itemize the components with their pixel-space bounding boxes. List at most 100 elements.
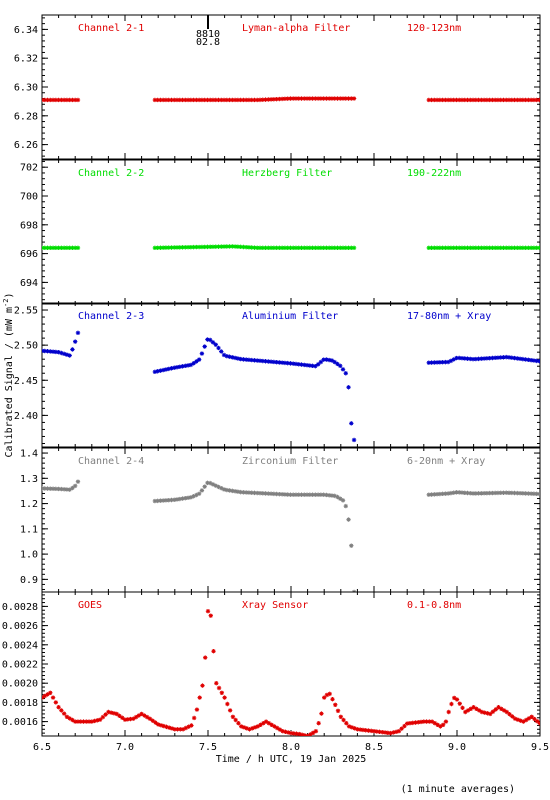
data-point — [326, 96, 332, 101]
data-point — [487, 245, 492, 251]
data-point — [48, 349, 53, 354]
data-point — [274, 245, 279, 251]
data-point — [291, 361, 296, 366]
panel-4: 0.9 1.0 1.1 1.2 1.3 1.4 Channel 2-4 Zirconium F… — [20, 447, 541, 593]
data-point — [216, 97, 221, 103]
data-point — [70, 245, 75, 251]
data-point — [443, 245, 448, 251]
data-point — [366, 728, 371, 733]
data-point — [490, 355, 495, 361]
data-point — [330, 697, 335, 702]
data-point — [380, 729, 385, 735]
data-point — [188, 244, 194, 250]
data-point — [163, 245, 169, 250]
data-point — [463, 709, 468, 715]
data-point — [340, 245, 346, 251]
data-point — [481, 97, 487, 103]
data-point — [61, 487, 67, 492]
data-point — [243, 490, 249, 495]
data-point — [70, 485, 75, 491]
data-point — [526, 716, 532, 721]
data-point — [485, 711, 490, 716]
data-point — [310, 245, 315, 251]
data-point — [230, 244, 235, 249]
data-point — [120, 715, 125, 720]
data-point — [208, 480, 213, 486]
data-point — [152, 498, 158, 504]
data-point — [327, 691, 332, 697]
data-point — [434, 360, 440, 365]
data-point — [329, 245, 335, 251]
data-point — [332, 359, 337, 365]
data-point — [142, 713, 147, 718]
data-point — [59, 486, 64, 492]
data-point — [48, 245, 53, 251]
data-point — [208, 97, 213, 103]
data-point — [448, 245, 454, 251]
data-point — [153, 720, 158, 725]
data-point — [177, 496, 182, 502]
data-point — [61, 351, 67, 357]
data-point — [459, 97, 465, 103]
data-point — [75, 97, 81, 103]
data-point — [448, 97, 454, 103]
data-point — [169, 366, 174, 371]
data-point — [476, 356, 481, 362]
data-point — [443, 97, 448, 103]
annotation-bottom-text: 02.8 — [196, 37, 220, 48]
data-point — [42, 245, 47, 251]
data-point — [523, 97, 528, 103]
data-point — [479, 491, 484, 496]
data-point — [191, 715, 197, 721]
data-point — [232, 355, 238, 361]
data-point — [100, 714, 106, 720]
data-point — [56, 97, 61, 103]
data-point — [440, 245, 445, 251]
y-tick-label: 0.0020 — [2, 679, 38, 690]
data-point — [501, 490, 506, 495]
y-tick-label: 6.28 — [14, 111, 38, 122]
data-point — [429, 245, 434, 251]
data-point — [324, 692, 330, 698]
data-point — [210, 244, 216, 249]
data-point — [335, 708, 341, 713]
data-point — [243, 244, 249, 250]
y-tick-label: 0.0026 — [2, 621, 38, 632]
data-point — [470, 491, 476, 496]
data-point — [67, 487, 72, 492]
data-point — [371, 729, 377, 734]
data-point — [490, 245, 495, 251]
data-point — [271, 245, 277, 251]
y-tick-label: 6.26 — [14, 140, 38, 151]
data-point — [498, 490, 503, 496]
data-point — [299, 492, 304, 497]
data-point — [432, 721, 438, 726]
data-point — [532, 716, 537, 722]
panel-label: Channel 2-1 — [78, 23, 144, 34]
data-point — [318, 359, 324, 365]
data-point — [520, 356, 526, 362]
data-point — [263, 491, 268, 496]
data-point — [462, 97, 467, 103]
data-point — [103, 712, 108, 717]
data-point — [291, 245, 296, 251]
data-point — [526, 491, 531, 496]
data-point — [357, 727, 363, 732]
data-point — [75, 479, 81, 484]
data-point — [299, 245, 304, 251]
data-point — [329, 96, 335, 101]
data-point — [185, 97, 191, 103]
data-point — [266, 491, 271, 496]
data-point — [277, 96, 282, 102]
data-point — [180, 364, 185, 369]
panel-label: Channel 2-2 — [78, 168, 144, 179]
data-point — [340, 96, 346, 101]
data-point — [235, 356, 241, 361]
series-points — [42, 609, 540, 736]
data-point — [465, 245, 470, 251]
data-point — [70, 717, 75, 723]
data-point — [432, 360, 437, 365]
data-point — [255, 724, 260, 729]
data-point — [188, 362, 194, 368]
data-point — [188, 495, 194, 500]
